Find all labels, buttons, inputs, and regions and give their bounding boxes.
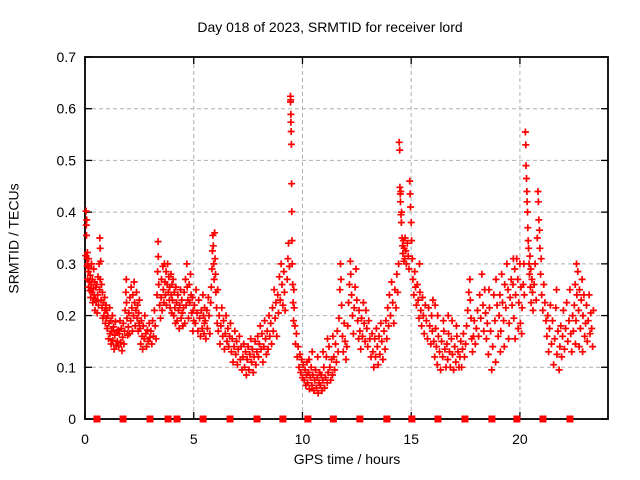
y-tick-label: 0.3 bbox=[57, 256, 77, 272]
baseline-square-marker bbox=[253, 415, 261, 423]
x-tick-label: 10 bbox=[295, 431, 311, 447]
y-axis-label: SRMTID / TECUs bbox=[5, 183, 22, 294]
baseline-square-marker bbox=[566, 415, 574, 423]
y-tick-label: 0.6 bbox=[57, 101, 77, 117]
baseline-square-marker bbox=[164, 415, 172, 423]
baseline-square-marker bbox=[539, 415, 547, 423]
y-tick-label: 0.4 bbox=[57, 204, 77, 220]
baseline-square-marker bbox=[279, 415, 287, 423]
baseline-square-marker bbox=[226, 415, 234, 423]
x-tick-label: 0 bbox=[81, 431, 89, 447]
y-tick-label: 0 bbox=[68, 411, 76, 427]
baseline-square-marker bbox=[408, 415, 416, 423]
baseline-square-marker bbox=[146, 415, 154, 423]
y-tick-label: 0.7 bbox=[57, 49, 77, 65]
x-tick-label: 15 bbox=[403, 431, 419, 447]
y-tick-label: 0.1 bbox=[57, 359, 77, 375]
baseline-square-marker bbox=[461, 415, 469, 423]
baseline-square-marker bbox=[488, 415, 496, 423]
baseline-square-marker bbox=[329, 415, 337, 423]
baseline-square-marker bbox=[93, 415, 101, 423]
x-tick-label: 20 bbox=[512, 431, 528, 447]
baseline-square-marker bbox=[304, 415, 312, 423]
baseline-square-marker bbox=[383, 415, 391, 423]
baseline-square-marker bbox=[513, 415, 521, 423]
x-tick-label: 5 bbox=[190, 431, 198, 447]
chart-title: Day 018 of 2023, SRMTID for receiver lor… bbox=[197, 19, 463, 35]
scatter-points bbox=[82, 92, 597, 397]
baseline-square-marker bbox=[119, 415, 127, 423]
baseline-square-marker bbox=[356, 415, 364, 423]
baseline-square-marker bbox=[199, 415, 207, 423]
y-tick-label: 0.2 bbox=[57, 308, 77, 324]
x-axis-label: GPS time / hours bbox=[293, 451, 401, 467]
plot-border bbox=[84, 56, 609, 420]
baseline-square-marker bbox=[173, 415, 181, 423]
baseline-square-marker bbox=[434, 415, 442, 423]
y-tick-label: 0.5 bbox=[57, 152, 77, 168]
